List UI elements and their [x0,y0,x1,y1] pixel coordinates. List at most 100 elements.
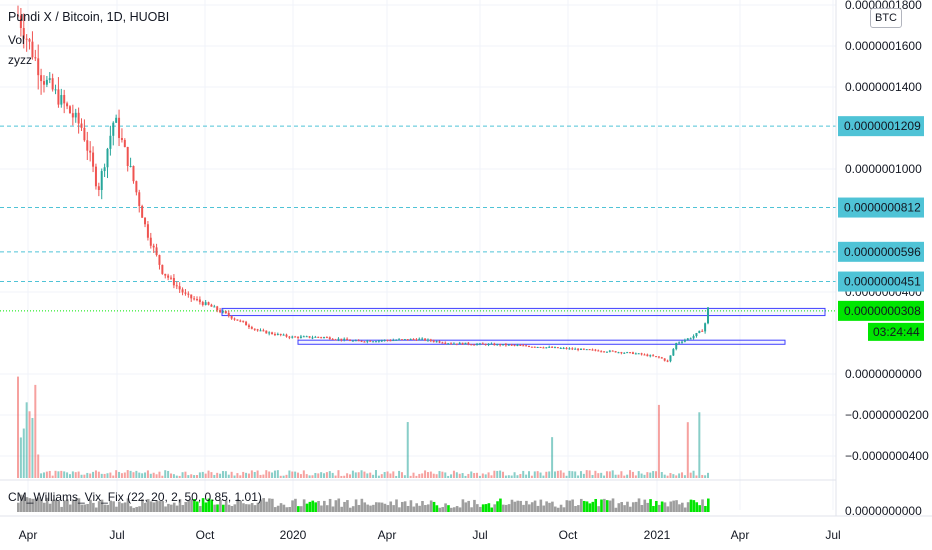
volume-bar [377,475,380,478]
indicator-bar [369,505,372,512]
indicator-bar [421,500,424,512]
candle-body [80,123,83,128]
candle-body [120,137,123,140]
candle-body [637,353,640,355]
candle-body [510,344,513,346]
indicator-bar [429,500,433,512]
volume-bar [502,471,505,478]
candle-body [600,351,603,353]
volume-bar [493,470,496,478]
volume-bar [426,472,429,478]
indicator-bar [528,504,531,512]
indicator-bar [692,500,696,512]
volume-bar [519,473,522,478]
candle-body [380,340,383,342]
candle-body [406,339,409,341]
candle-body [54,89,57,91]
volume-bar [233,475,236,478]
indicator-bar [484,504,488,512]
indicator-bar [522,504,525,512]
indicator-bar [600,499,603,512]
volume-bar [551,437,554,478]
volume-bar [31,417,34,478]
candle-body [591,349,594,351]
indicator-bar [530,502,534,512]
price-tick-label: −0.0000000400 [845,449,929,463]
candle-body [236,319,239,321]
indicator-bar [510,499,514,512]
candle-body [562,347,565,349]
indicator-bar [161,501,164,512]
indicator-bar [181,505,185,512]
indicator-bar [556,507,560,512]
indicator-bar [172,502,176,512]
price-tick-label: −0.0000000200 [845,408,929,422]
volume-bar [655,471,658,478]
volume-bar [372,474,375,478]
level-label-bg [838,116,924,137]
indicator-bar [170,504,173,512]
indicator-bar [57,501,61,512]
indicator-bar [504,504,508,512]
candle-body [276,333,279,335]
time-tick-label: Oct [196,528,215,542]
volume-bar [588,470,591,478]
volume-bar [643,474,646,478]
volume-bar [86,472,89,478]
candle-body [221,311,224,313]
volume-bar [45,471,48,478]
indicator-bar [637,498,641,512]
candle-body [470,344,473,346]
candle-body [323,337,326,339]
candle-body [707,307,709,324]
volume-bar [450,474,453,478]
indicator-bar [403,501,407,512]
indicator-bar [574,505,577,512]
volume-bar [603,475,606,478]
volume-bar [103,473,106,478]
candle-body [210,304,213,307]
candle-body [112,122,115,136]
indicator-bar [643,499,647,512]
currency-badge[interactable]: BTC [870,8,902,28]
volume-bar [349,474,352,478]
time-tick-label: Jul [109,528,124,542]
zone-rect [297,339,786,345]
volume-bar [155,474,158,478]
candle-body [17,15,19,17]
indicator-bar [184,502,188,512]
time-tick-label: Jul [825,528,840,542]
candle-body [328,337,331,340]
volume-bar [424,470,427,478]
indicator-bar [634,501,638,512]
indicator-bar [675,500,678,512]
candle-body [146,224,149,238]
volume-bar [207,470,210,478]
volume-bar [227,474,230,478]
volume-bar [74,472,77,478]
indicator-bar [409,500,413,512]
indicator-bar [331,506,335,512]
indicator-bar [207,498,211,512]
volume-bar [510,475,513,478]
volume-bar [334,475,337,478]
indicator-bar [314,502,317,512]
indicator-bar [112,501,115,512]
candle-body [349,340,352,342]
candle-body [588,349,591,351]
volume-bar [276,470,279,478]
candle-body [294,336,297,338]
indicator-bar [242,503,245,512]
volume-bar [193,475,196,478]
indicator-bar [357,505,361,512]
indicator-bar [149,501,153,512]
candle-body [429,339,432,341]
indicator-bar [478,506,482,512]
candle-body [288,336,291,338]
vix-fix-label: CM_Williams_Vix_Fix (22, 20, 2, 50, 0.85… [8,490,262,504]
candle-body [542,347,545,349]
volume-bar [678,473,681,478]
volume-bar [513,472,516,478]
candle-body [513,344,516,346]
